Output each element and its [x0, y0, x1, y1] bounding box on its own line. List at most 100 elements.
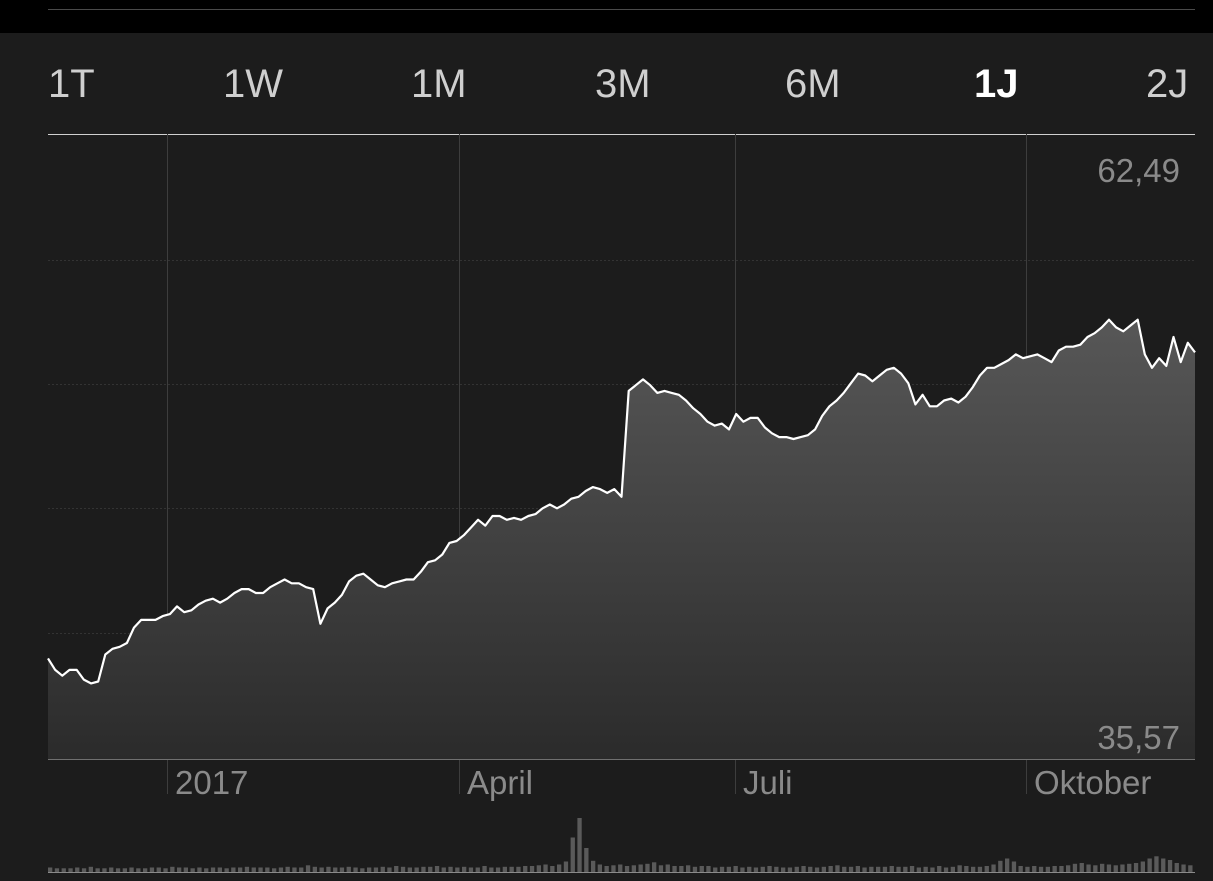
- volume-bar: [197, 867, 202, 872]
- volume-bar: [550, 866, 555, 872]
- volume-bar: [482, 866, 487, 872]
- volume-bar: [475, 867, 480, 872]
- range-tab-1j[interactable]: 1J: [974, 62, 1019, 106]
- volume-bar: [916, 867, 921, 872]
- volume-bar: [760, 866, 765, 873]
- volume-bar: [638, 864, 643, 872]
- volume-bar: [170, 866, 175, 873]
- volume-bar: [1018, 866, 1023, 872]
- volume-bars: [48, 818, 1193, 873]
- volume-bar: [726, 866, 731, 873]
- volume-bar: [842, 866, 847, 873]
- volume-bar: [360, 868, 365, 873]
- volume-bar: [937, 866, 942, 872]
- volume-bar: [774, 866, 779, 873]
- volume-bar: [163, 868, 168, 873]
- volume-bar: [400, 866, 406, 873]
- volume-bar: [835, 865, 840, 873]
- volume-bar: [584, 848, 589, 872]
- volume-bar: [1059, 866, 1064, 872]
- volume-bar: [706, 866, 711, 872]
- volume-bar: [991, 864, 996, 872]
- volume-bar: [272, 868, 277, 873]
- volume-bar: [957, 865, 962, 873]
- volume-bar: [278, 867, 284, 872]
- volume-bar: [319, 867, 324, 872]
- volume-bar: [536, 865, 541, 873]
- volume-bar: [1100, 863, 1105, 873]
- volume-bar: [61, 868, 66, 873]
- volume-bar: [109, 867, 114, 872]
- volume-bar: [1188, 865, 1193, 873]
- range-tab-3m[interactable]: 3M: [595, 62, 651, 106]
- volume-bar: [448, 866, 453, 873]
- volume-bar: [489, 867, 494, 872]
- volume-bar: [183, 867, 188, 872]
- volume-bar: [557, 864, 562, 872]
- volume-bar: [1025, 866, 1030, 873]
- volume-bar: [509, 866, 514, 873]
- volume-bar: [652, 862, 657, 873]
- volume-bar: [1140, 861, 1145, 872]
- volume-bar: [699, 866, 704, 872]
- range-tab-6m[interactable]: 6M: [785, 62, 841, 106]
- volume-bar: [421, 866, 426, 873]
- volume-bar: [618, 864, 623, 872]
- volume-bar: [631, 865, 636, 873]
- volume-bar: [373, 867, 379, 872]
- volume-bar: [597, 864, 602, 872]
- volume-bar: [265, 867, 270, 872]
- volume-bar: [1005, 858, 1010, 872]
- volume-bar: [122, 868, 127, 873]
- volume-bar: [502, 866, 507, 873]
- volume-bar: [326, 866, 331, 873]
- volume-bar: [882, 866, 888, 873]
- volume-bar: [495, 867, 501, 872]
- volume-bar: [95, 868, 100, 873]
- volume-bar: [577, 818, 582, 872]
- volume-bar: [781, 867, 786, 872]
- range-tab-1t[interactable]: 1T: [48, 62, 95, 106]
- volume-bar: [88, 866, 93, 873]
- volume-bar: [380, 866, 385, 873]
- volume-bar: [238, 867, 243, 872]
- volume-bar: [971, 866, 976, 873]
- volume-bar: [516, 866, 521, 873]
- volume-bar: [333, 867, 338, 872]
- volume-bar: [808, 866, 813, 873]
- volume-bar: [767, 866, 772, 872]
- volume-bar: [753, 867, 759, 872]
- volume-bar: [434, 866, 440, 872]
- volume-bar: [143, 868, 148, 873]
- volume-bar: [177, 867, 182, 872]
- range-tab-1w[interactable]: 1W: [223, 62, 283, 106]
- volume-bar: [428, 866, 433, 873]
- volume-bar: [1079, 863, 1084, 872]
- volume-bar: [68, 868, 73, 873]
- volume-bar: [1147, 858, 1152, 872]
- volume-bar: [821, 866, 826, 873]
- volume-bar: [1011, 861, 1017, 872]
- range-tab-1m[interactable]: 1M: [411, 62, 467, 106]
- volume-bar: [747, 866, 752, 873]
- volume-bar: [523, 866, 528, 872]
- volume-bar: [102, 868, 107, 873]
- volume-bar: [543, 864, 548, 872]
- volume-bar: [1154, 856, 1159, 873]
- volume-bar: [462, 866, 467, 873]
- range-tab-2j[interactable]: 2J: [1146, 62, 1189, 106]
- volume-bar: [1113, 865, 1118, 873]
- x-tick-label-3: Oktober: [1034, 764, 1151, 801]
- volume-bar: [1032, 866, 1037, 872]
- volume-bar: [591, 860, 596, 873]
- volume-bar: [54, 868, 60, 873]
- volume-bar: [964, 866, 969, 872]
- volume-bar: [407, 867, 412, 872]
- volume-bar: [896, 866, 901, 873]
- volume-bar: [455, 867, 460, 872]
- volume-bar: [231, 867, 236, 872]
- volume-bar: [1106, 864, 1112, 872]
- volume-bar: [129, 867, 134, 872]
- volume-bar: [930, 867, 935, 872]
- volume-bar: [190, 868, 195, 873]
